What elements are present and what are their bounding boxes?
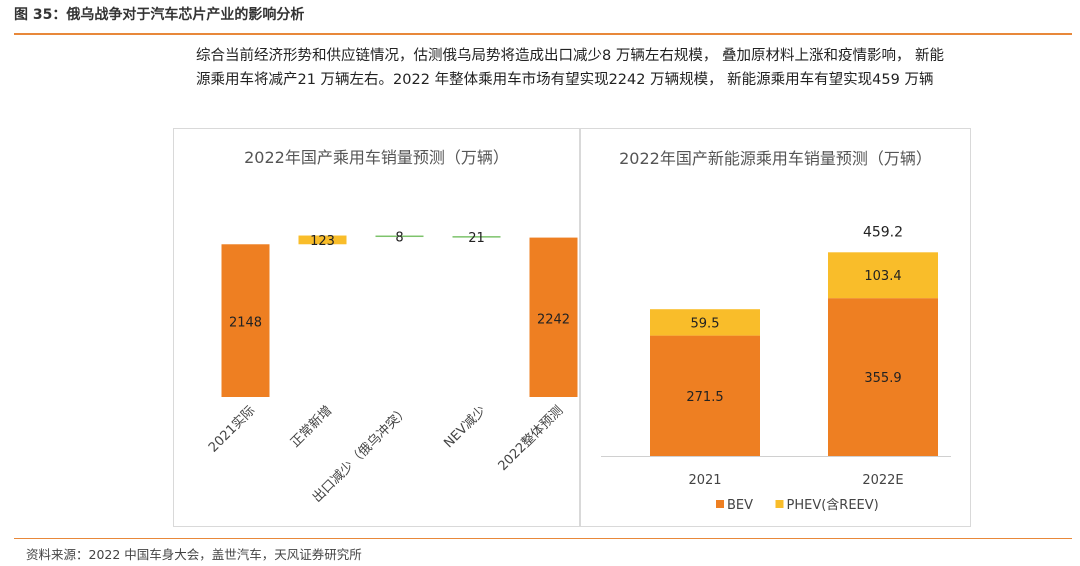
data-label-1-0: 59.5 bbox=[691, 316, 720, 331]
bar-PHEV(含REEV)-1 bbox=[828, 252, 938, 299]
stacked-chart-svg: 271.5 59.5 2021 355.9 103.4 459.2 2022E BEV PHEV… bbox=[601, 224, 951, 513]
legend-label-0: BEV bbox=[727, 498, 753, 513]
title-rule bbox=[14, 33, 1072, 35]
figure-title: 图 35：俄乌战争对于汽车芯片产业的影响分析 bbox=[14, 7, 305, 23]
data-label-1-1: 103.4 bbox=[864, 269, 901, 284]
legend-swatch-1 bbox=[775, 500, 784, 508]
data-label-0-0: 271.5 bbox=[686, 390, 723, 405]
waterfall-chart-title: 2022年国产乘用车销量预测（万辆） bbox=[244, 148, 509, 167]
category-label-3: NEV减少 bbox=[441, 403, 489, 451]
footer-rule bbox=[14, 538, 1072, 539]
category-label-1: 正常新增 bbox=[287, 403, 335, 451]
source-note: 资料来源：2022 中国车身大会，盖世汽车，天风证券研究所 bbox=[26, 547, 362, 562]
stacked-chart-title: 2022年国产新能源乘用车销量预测（万辆） bbox=[619, 149, 932, 168]
bar-PHEV(含REEV)-0 bbox=[650, 309, 760, 336]
summary-text: 综合当前经济形势和供应链情况，估测俄乌局势将造成出口减少8 万辆左右规模， 叠加… bbox=[196, 48, 945, 88]
data-label-1: 123 bbox=[310, 234, 335, 249]
data-label-4: 2242 bbox=[537, 312, 570, 327]
waterfall-chart-panel: 2022年国产乘用车销量预测（万辆） 2148 123 8 21 2242 2021实际正… bbox=[173, 128, 580, 527]
stacked-chart-panel: 2022年国产新能源乘用车销量预测（万辆） 271.5 59.5 2021 355.9… bbox=[580, 128, 971, 527]
category-label-4: 2022整体预测 bbox=[496, 403, 567, 474]
data-label-2: 8 bbox=[395, 230, 403, 245]
legend-label-1: PHEV(含REEV) bbox=[787, 497, 879, 513]
bar-4 bbox=[529, 237, 578, 397]
total-label-1: 459.2 bbox=[863, 224, 903, 240]
bar-3 bbox=[452, 236, 501, 238]
category-label-0: 2021 bbox=[688, 473, 721, 488]
bar-1 bbox=[298, 235, 347, 245]
data-label-3: 21 bbox=[468, 231, 485, 246]
legend-swatch-0 bbox=[716, 500, 724, 508]
bar-2 bbox=[375, 235, 424, 238]
data-label-0: 2148 bbox=[229, 316, 262, 331]
category-label-0: 2021实际 bbox=[206, 403, 258, 455]
bar-BEV-0 bbox=[650, 335, 760, 456]
bar-0 bbox=[221, 244, 270, 397]
bar-BEV-1 bbox=[828, 298, 938, 456]
data-label-0-1: 355.9 bbox=[864, 371, 901, 386]
category-label-1: 2022E bbox=[862, 473, 903, 488]
